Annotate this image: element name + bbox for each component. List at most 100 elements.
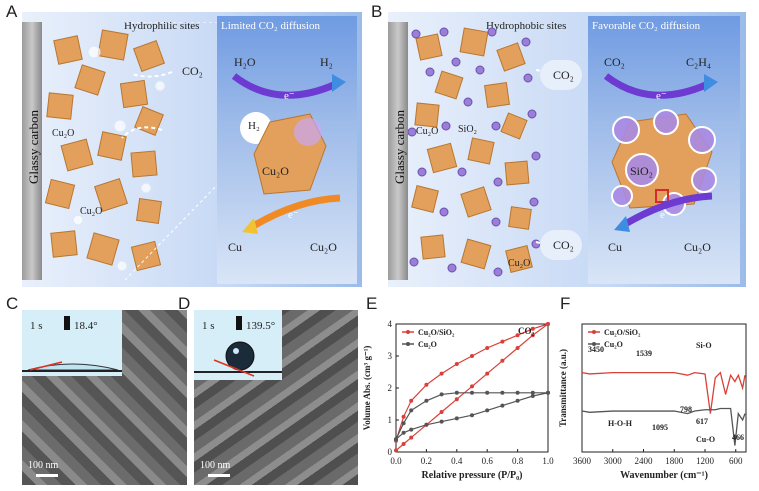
sio2-label-b: SiO₂: [458, 124, 478, 135]
data-point-e: [470, 354, 474, 358]
y-tick-label-e: 3: [388, 351, 393, 361]
chart-f-ftir: 3600 3000 2400 1800 1200 600 Cu₂O/SiO₂ Cu₂O3450…: [558, 323, 747, 481]
cu2o-cubes-illustration: [44, 29, 173, 272]
cu2o-to-cu-arrow: [242, 194, 341, 234]
x-tick-label-e: 0.4: [451, 456, 463, 466]
data-point-e: [530, 326, 535, 331]
legend-label-f: Cu₂O/SiO₂: [604, 328, 641, 337]
inset-title-a: Limited CO₂ diffusion: [221, 20, 320, 32]
zone-label-b: Hydrophobic sites: [486, 20, 567, 32]
legend-marker-e: [406, 342, 410, 346]
time-label-c: 1 s: [30, 320, 43, 332]
data-point-e: [401, 430, 406, 435]
annotation-f: 617: [696, 417, 708, 426]
electron-label-b1: e⁻: [656, 90, 667, 102]
data-point-e: [500, 403, 505, 408]
y-tick-label-e: 0: [388, 447, 393, 457]
product-cu-a: Cu: [228, 240, 243, 254]
data-point-e: [424, 382, 429, 387]
annotation-f: Si-O: [696, 341, 712, 350]
zone-label: Hydrophilic sites: [124, 20, 200, 32]
co2-bubble-1: [540, 60, 582, 90]
legend-marker-f: [592, 330, 596, 334]
y-axis-label-e: Volume Abs. (cm³ g⁻¹): [362, 346, 372, 431]
data-point-e: [515, 398, 520, 403]
data-point-e: [439, 392, 444, 397]
electrode-label-b: Glassy carbon: [392, 110, 407, 185]
data-point-e: [409, 435, 414, 440]
co2-gas-label: CO₂: [182, 64, 203, 78]
data-point-e: [394, 437, 398, 442]
data-point-e: [401, 442, 406, 446]
data-point-e: [439, 419, 444, 424]
legend-marker-e: [406, 330, 410, 334]
annotation-f: 466: [732, 433, 744, 442]
x-axis-label-e: Relative pressure (P/P₀): [422, 470, 523, 481]
x-tick-label-f: 3600: [573, 456, 592, 466]
angle-label-c: 18.4°: [74, 320, 98, 332]
data-point-e: [470, 390, 474, 395]
series-line-f: [581, 407, 746, 446]
h2-bubble-label: H₂: [248, 120, 260, 132]
co2-reactant-label: CO₂: [604, 55, 625, 69]
annotation-f: 3450: [588, 345, 604, 354]
annotation-co2-e: CO₂: [518, 326, 535, 336]
co2-gas-label-b2: CO₂: [553, 238, 574, 252]
x-tick-label-e: 0.8: [512, 456, 524, 466]
droplet-d: [194, 341, 282, 377]
data-point-e: [500, 339, 505, 344]
cu2o-label-1: Cu₂O: [52, 128, 75, 139]
annotation-f: 1539: [636, 349, 652, 358]
panel-label-c: C: [6, 294, 19, 313]
glassy-carbon-electrode-b: [388, 22, 408, 280]
panel-label-d: D: [178, 294, 191, 313]
data-point-e: [485, 371, 490, 376]
cu2o-label-b: Cu₂O: [416, 126, 439, 137]
data-point-e: [454, 397, 459, 402]
x-tick-label-e: 0.2: [421, 456, 432, 466]
data-point-e: [454, 362, 459, 366]
data-point-e: [485, 408, 490, 413]
legend-label-e: Cu₂O: [418, 340, 437, 349]
x-tick-label-f: 1800: [665, 456, 684, 466]
co2-to-c2h4-arrow: [603, 73, 718, 99]
data-point-e: [401, 421, 406, 426]
annotation-f: H-O-H: [608, 419, 633, 428]
x-tick-label-f: 3000: [604, 456, 623, 466]
panel-label-a: A: [6, 2, 18, 21]
panel-label-b: B: [371, 2, 383, 21]
scale-bar-c: [36, 474, 58, 477]
water-label: H₂O: [234, 55, 256, 69]
electrode-label: Glassy carbon: [26, 110, 41, 185]
data-point-e: [530, 333, 535, 338]
h2o-to-h2-arrow: [231, 73, 346, 99]
scale-bar-d: [208, 474, 230, 477]
legend-label-e: Cu₂O/SiO₂: [418, 328, 455, 337]
y-tick-label-e: 2: [388, 383, 393, 393]
plot-frame-f: [581, 323, 747, 453]
data-point-e: [485, 390, 490, 395]
data-point-e: [424, 398, 429, 403]
data-point-e: [546, 322, 550, 326]
annotation-f: 798: [680, 405, 692, 414]
data-point-e: [530, 390, 535, 395]
y-tick-label-e: 1: [388, 415, 393, 425]
annotation-f: 1095: [652, 423, 668, 432]
scale-label-c: 100 nm: [28, 460, 59, 471]
hydrogen-label: H₂: [320, 55, 333, 69]
x-tick-label-e: 0.0: [390, 456, 402, 466]
scale-label-d: 100 nm: [200, 460, 231, 471]
cu2o-label-2: Cu₂O: [80, 206, 103, 217]
crystal-label-a: Cu₂O: [262, 164, 289, 178]
x-axis-label-f: Wavenumber (cm⁻¹): [620, 470, 708, 481]
cu2o-label-b2: Cu₂O: [508, 258, 531, 269]
y-tick-label-e: 4: [388, 319, 393, 329]
c2h4-product-label: C₂H₄: [686, 55, 712, 69]
electron-label-a2: e⁻: [288, 209, 299, 221]
legend-marker-f: [592, 342, 596, 346]
reactant-cu2o-a: Cu₂O: [310, 240, 337, 254]
data-point-e: [409, 408, 414, 413]
data-point-e: [515, 390, 520, 395]
data-point-e: [439, 371, 444, 376]
data-point-e: [409, 398, 414, 403]
